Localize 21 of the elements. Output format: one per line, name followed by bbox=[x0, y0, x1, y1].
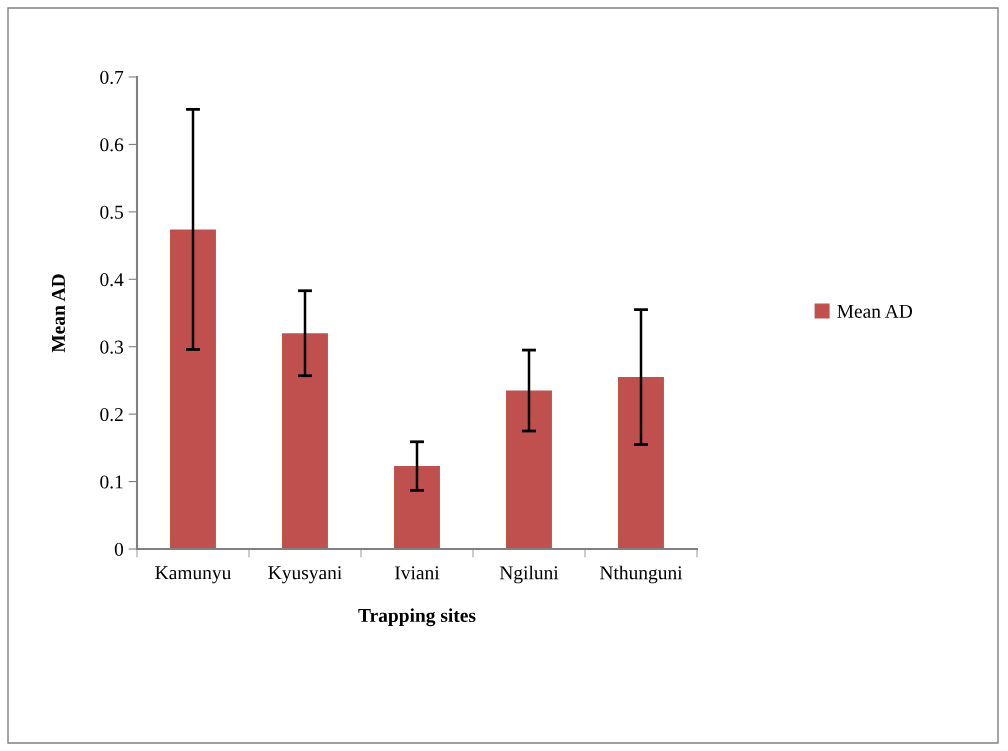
y-tick-label: 0.4 bbox=[100, 273, 124, 287]
x-axis-title: Trapping sites bbox=[358, 608, 476, 627]
bar bbox=[394, 466, 440, 549]
y-axis-title: Mean AD bbox=[51, 274, 65, 353]
bar bbox=[618, 377, 664, 549]
y-tick-label: 0 bbox=[114, 542, 124, 556]
legend-label: Mean AD bbox=[837, 304, 913, 318]
y-tick-label: 0.6 bbox=[100, 138, 124, 152]
y-tick-label: 0.1 bbox=[100, 475, 123, 489]
x-tick-label: Iviani bbox=[395, 566, 440, 580]
y-tick-label: 0.3 bbox=[100, 340, 124, 354]
x-tick-label: Ngiluni bbox=[499, 565, 559, 584]
x-tick-label: Nthunguni bbox=[599, 565, 683, 584]
y-tick-label: 0.2 bbox=[100, 407, 123, 422]
x-tick-label: Kyusyani bbox=[268, 566, 342, 584]
bar bbox=[282, 333, 328, 549]
y-tick-label: 0.7 bbox=[100, 70, 124, 85]
bar bbox=[170, 229, 216, 549]
x-tick-label: Kamunyu bbox=[155, 566, 232, 584]
y-tick-label: 0.5 bbox=[100, 205, 124, 219]
bar bbox=[506, 390, 552, 549]
